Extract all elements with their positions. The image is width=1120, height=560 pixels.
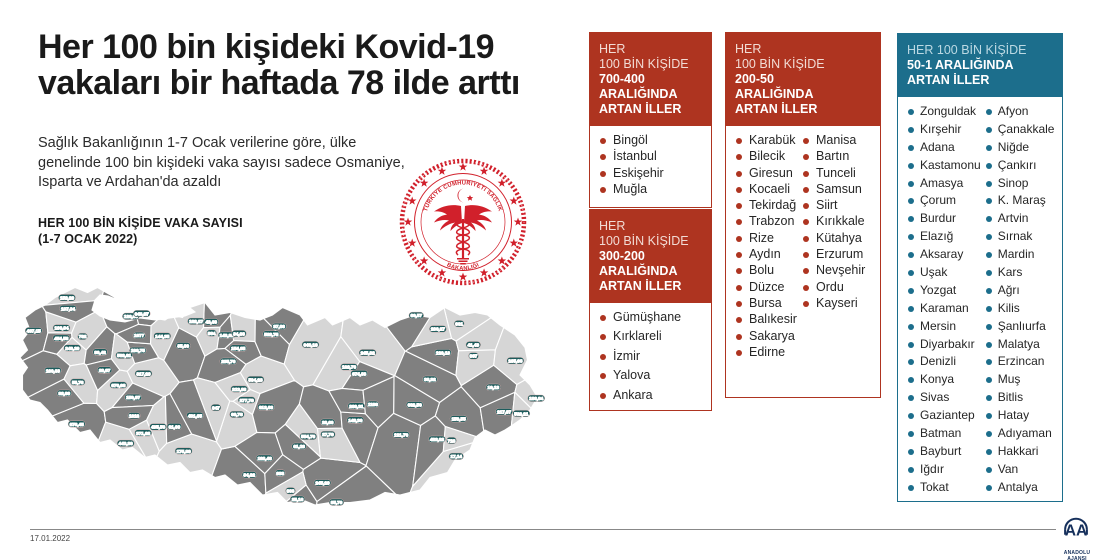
svg-text:443,30: 443,30 <box>119 441 133 446</box>
svg-text:17,14: 17,14 <box>450 454 462 459</box>
svg-text:245,29: 245,29 <box>315 481 329 486</box>
svg-text:240,19: 240,19 <box>65 346 79 351</box>
svg-text:29,97: 29,97 <box>99 368 111 373</box>
svg-text:26,60: 26,60 <box>322 420 334 425</box>
svg-text:670,08: 670,08 <box>111 383 125 388</box>
svg-text:646,16: 646,16 <box>303 342 317 347</box>
svg-text:423,22: 423,22 <box>430 437 444 442</box>
svg-text:554,79: 554,79 <box>301 434 315 439</box>
svg-text:206,27: 206,27 <box>431 327 445 332</box>
svg-text:162,27: 162,27 <box>189 319 203 324</box>
svg-text:69,78: 69,78 <box>231 412 243 417</box>
svg-text:317,29: 317,29 <box>136 371 150 376</box>
svg-text:38,32: 38,32 <box>424 377 436 382</box>
svg-text:196,84: 196,84 <box>529 396 543 401</box>
svg-text:594,23: 594,23 <box>248 377 262 382</box>
svg-text:454,58: 454,58 <box>54 336 68 341</box>
svg-text:1010: 1010 <box>129 414 140 419</box>
svg-text:AA: AA <box>1065 523 1088 540</box>
svg-text:187,34: 187,34 <box>61 306 75 311</box>
svg-text:35,90: 35,90 <box>177 344 189 349</box>
svg-text:41,43: 41,43 <box>468 343 480 348</box>
svg-text:61,09: 61,09 <box>169 424 181 429</box>
svg-text:144,35: 144,35 <box>155 334 169 339</box>
svg-text:160,63: 160,63 <box>46 368 60 373</box>
svg-text:984: 984 <box>208 331 216 336</box>
svg-text:532,21: 532,21 <box>514 411 528 416</box>
svg-text:34,92: 34,92 <box>244 473 256 478</box>
svg-text:105,08: 105,08 <box>508 359 522 364</box>
svg-text:718: 718 <box>448 438 456 443</box>
svg-text:961: 961 <box>455 322 463 327</box>
svg-text:61,18: 61,18 <box>293 444 305 449</box>
svg-text:150,97: 150,97 <box>126 395 140 400</box>
svg-text:933: 933 <box>276 471 284 476</box>
svg-text:152,29: 152,29 <box>60 296 74 301</box>
svg-text:1198: 1198 <box>368 402 378 407</box>
svg-text:1077: 1077 <box>134 333 145 338</box>
svg-text:80,42: 80,42 <box>94 350 106 355</box>
svg-text:522,75: 522,75 <box>264 332 278 337</box>
svg-text:792: 792 <box>79 334 87 339</box>
svg-text:102,76: 102,76 <box>342 365 356 370</box>
svg-text:154,85: 154,85 <box>231 346 245 351</box>
svg-text:55,76: 55,76 <box>72 380 84 385</box>
svg-text:674,83: 674,83 <box>352 371 366 376</box>
svg-text:37,96: 37,96 <box>273 324 285 329</box>
svg-text:435,58: 435,58 <box>151 425 165 430</box>
svg-text:159,55: 159,55 <box>452 417 466 422</box>
svg-text:200,31: 200,31 <box>349 404 363 409</box>
svg-text:175,89: 175,89 <box>177 449 191 454</box>
svg-text:60,57: 60,57 <box>411 313 423 318</box>
svg-text:988: 988 <box>287 489 295 494</box>
svg-text:82,99: 82,99 <box>59 391 71 396</box>
svg-text:612,63: 612,63 <box>259 405 273 410</box>
svg-text:235,70: 235,70 <box>221 359 235 364</box>
svg-text:682,56: 682,56 <box>408 403 422 408</box>
svg-text:166,84: 166,84 <box>54 326 68 331</box>
svg-text:27,79: 27,79 <box>322 432 334 437</box>
svg-text:95,79: 95,79 <box>331 500 343 505</box>
svg-text:407,15: 407,15 <box>27 329 41 334</box>
svg-text:563,61: 563,61 <box>117 353 131 358</box>
svg-text:142,30: 142,30 <box>348 418 362 423</box>
svg-text:196,75: 196,75 <box>131 348 145 353</box>
svg-text:121,76: 121,76 <box>394 433 408 438</box>
svg-text:43,68: 43,68 <box>205 320 217 325</box>
svg-text:217,97: 217,97 <box>497 410 511 415</box>
svg-text:947: 947 <box>212 405 220 410</box>
svg-text:213,88: 213,88 <box>232 387 246 392</box>
svg-text:678,45: 678,45 <box>70 422 84 427</box>
svg-text:120,13: 120,13 <box>436 350 450 355</box>
svg-text:192,48: 192,48 <box>258 456 272 461</box>
svg-text:371,92: 371,92 <box>136 431 150 436</box>
svg-text:34,08: 34,08 <box>233 331 245 336</box>
svg-text:481,95: 481,95 <box>188 413 202 418</box>
svg-text:997: 997 <box>470 354 478 359</box>
svg-text:277,79: 277,79 <box>240 398 254 403</box>
svg-text:25,16: 25,16 <box>292 497 304 502</box>
svg-text:648,97: 648,97 <box>135 311 149 316</box>
svg-text:245,32: 245,32 <box>361 351 375 356</box>
svg-text:10,13: 10,13 <box>488 385 500 390</box>
